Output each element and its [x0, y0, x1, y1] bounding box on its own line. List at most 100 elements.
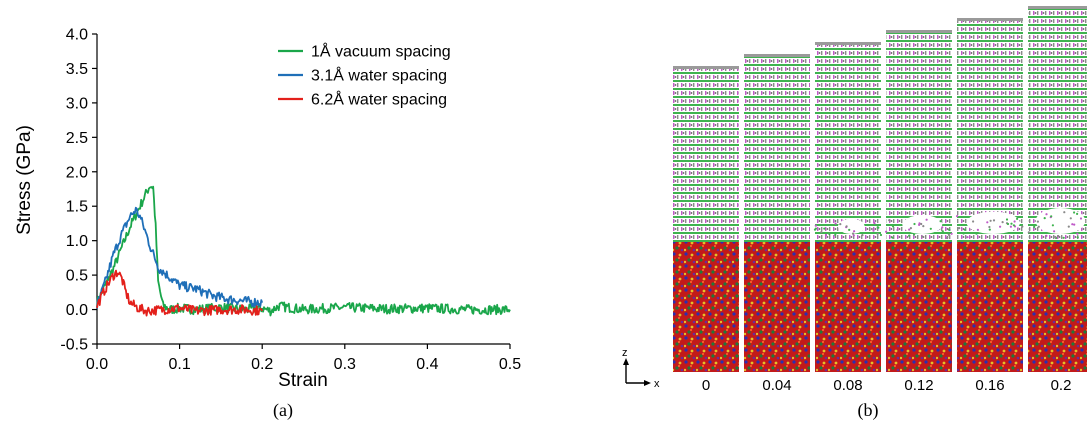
y-tick-label: 0.5 — [66, 268, 88, 285]
chart-ticks: -0.5 0.0 0.5 1.0 1.5 2.0 2.5 3.0 3.5 4.0 0.0 0.1 0.2… — [60, 27, 521, 374]
snapshot-strain-label: 0.08 — [833, 377, 862, 394]
x-tick-label: 0.5 — [499, 356, 521, 373]
scattered-atom — [922, 225, 925, 228]
scattered-atom — [956, 215, 959, 218]
scattered-atom — [950, 232, 953, 235]
scattered-atom — [823, 227, 826, 230]
scattered-atom — [1005, 218, 1009, 221]
x-axis-title: Strain — [278, 370, 328, 391]
film-top-edge — [886, 30, 952, 33]
scattered-atom — [834, 233, 837, 236]
scattered-atom — [851, 232, 855, 235]
scattered-atom — [1057, 234, 1060, 238]
x-tick-label: 0.2 — [251, 356, 273, 373]
scattered-atom — [839, 223, 842, 226]
scattered-atom — [1012, 224, 1016, 227]
scattered-atom — [852, 234, 855, 237]
scattered-atom — [879, 233, 883, 237]
scattered-atom — [1054, 235, 1057, 239]
y-tick-label: 2.0 — [66, 164, 88, 181]
scattered-atom — [1067, 225, 1070, 228]
scattered-atom — [1009, 225, 1013, 228]
scattered-atom — [962, 232, 965, 235]
series-line-3 — [96, 269, 264, 317]
x-tick-label: 0.4 — [416, 356, 438, 373]
scattered-atom — [814, 224, 817, 227]
legend-label: 1Å vacuum spacing — [311, 42, 451, 61]
film-top-edge — [744, 54, 810, 57]
substrate-layer — [744, 242, 810, 372]
scattered-atom — [929, 227, 932, 230]
scattered-atom — [814, 227, 818, 230]
scattered-atom — [1053, 230, 1056, 233]
snapshot-strain-label: 0.04 — [762, 377, 791, 394]
scattered-atom — [872, 229, 875, 232]
x-arrowhead-icon — [644, 380, 651, 386]
substrate-layer — [673, 242, 739, 372]
scattered-atom — [988, 225, 991, 229]
scattered-atom — [976, 228, 980, 231]
film-layer — [744, 54, 810, 242]
stress-strain-chart: -0.5 0.0 0.5 1.0 1.5 2.0 2.5 3.0 3.5 4.0 0.0 0.1 0.2… — [14, 27, 521, 422]
scattered-atom — [966, 236, 969, 239]
scattered-atom — [925, 218, 928, 221]
scattered-atom — [891, 225, 895, 228]
substrate-layer — [815, 242, 881, 372]
y-tick-label: 1.5 — [66, 199, 88, 216]
scattered-atom — [947, 233, 950, 236]
film-layer — [886, 30, 952, 242]
scattered-atom — [1016, 217, 1019, 220]
film-layer — [957, 18, 1023, 242]
legend-label: 6.2Å water spacing — [311, 90, 447, 109]
panel-b-label: (b) — [858, 400, 879, 421]
scattered-atom — [896, 228, 899, 232]
scattered-atom — [1013, 220, 1016, 223]
scattered-atom — [992, 219, 996, 222]
scattered-atom — [958, 227, 961, 230]
x-tick-label: 0.0 — [86, 356, 108, 373]
snapshot-column — [673, 66, 739, 372]
scattered-atom — [946, 236, 949, 240]
film-top-edge — [673, 66, 739, 69]
scattered-atom — [1073, 211, 1076, 214]
scattered-atom — [1062, 236, 1065, 239]
void-region — [837, 218, 865, 234]
scattered-atom — [1073, 223, 1076, 226]
panel-a-label: (a) — [273, 400, 293, 421]
series-line-2 — [96, 206, 264, 309]
snapshot-strain-label: 0.2 — [1051, 377, 1072, 394]
chart-legend: 1Å vacuum spacing 3.1Å water spacing 6.2Å … — [278, 42, 451, 109]
scattered-atom — [853, 230, 856, 233]
x-axis-letter: x — [654, 378, 660, 390]
snapshot-columns — [673, 6, 1087, 372]
y-tick-label: 4.0 — [66, 27, 88, 44]
scattered-atom — [1051, 224, 1054, 227]
film-layer — [815, 42, 881, 242]
substrate-layer — [957, 242, 1023, 372]
scattered-atom — [913, 222, 916, 226]
scattered-atom — [870, 227, 873, 231]
scattered-atom — [1079, 217, 1083, 220]
scattered-atom — [988, 228, 991, 231]
y-tick-label: 1.0 — [66, 233, 88, 250]
scattered-atom — [885, 230, 888, 233]
scattered-atom — [873, 222, 876, 225]
y-tick-label: 3.5 — [66, 61, 88, 78]
scattered-atom — [861, 234, 864, 237]
scattered-atom — [891, 236, 894, 239]
scattered-atom — [1071, 223, 1074, 226]
snapshot-column — [956, 18, 1024, 372]
scattered-atom — [913, 233, 916, 236]
scattered-atom — [999, 225, 1002, 228]
scattered-atom — [986, 221, 989, 224]
scattered-atom — [1027, 231, 1030, 234]
scattered-atom — [920, 222, 923, 226]
scattered-atom — [909, 227, 913, 230]
scattered-atom — [1063, 211, 1066, 214]
chart-axes — [96, 34, 510, 345]
x-tick-label: 0.3 — [334, 356, 356, 373]
scattered-atom — [1021, 225, 1024, 228]
snapshot-strain-labels: 0 0.04 0.08 0.12 0.16 0.2 — [702, 377, 1072, 394]
scattered-atom — [848, 228, 851, 231]
y-tick-label: 0.0 — [66, 302, 88, 319]
